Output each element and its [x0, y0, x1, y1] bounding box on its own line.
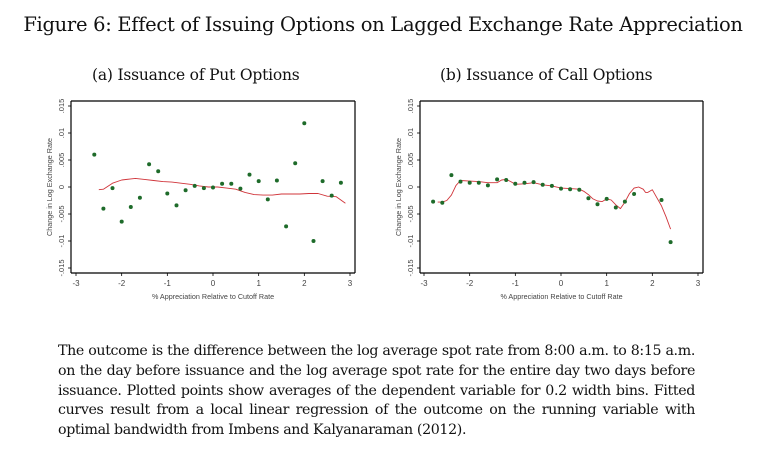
data-point	[247, 172, 252, 177]
data-point	[183, 188, 188, 193]
subplot-a-title: (a) Issuance of Put Options	[92, 66, 300, 84]
chart-put-options: -3 -2 -1 0 1 2 3 -.015 -.01 -.005 0 .005 .01 .015 % Ap…	[45, 99, 356, 301]
y-tick-label: .005	[406, 153, 415, 168]
data-point	[119, 219, 124, 224]
data-point	[265, 197, 270, 202]
data-point	[338, 180, 343, 185]
y-tick-label: 0	[57, 185, 66, 189]
figure-caption: The outcome is the difference between th…	[58, 343, 695, 439]
data-point	[540, 182, 545, 187]
y-tick-label: -.015	[57, 259, 66, 276]
data-point	[329, 193, 334, 198]
x-tick-label: 0	[559, 279, 564, 288]
data-point	[604, 196, 609, 201]
x-tick-label: -3	[72, 279, 80, 288]
data-point	[659, 198, 664, 202]
data-point	[440, 200, 445, 205]
data-point	[238, 186, 243, 191]
data-point	[531, 180, 536, 185]
data-point	[467, 180, 472, 185]
data-point	[156, 169, 161, 174]
data-point	[174, 203, 179, 208]
y-tick-label: -.015	[406, 259, 415, 276]
y-tick-label: 0	[406, 185, 415, 189]
x-tick-label: -1	[164, 279, 172, 288]
x-tick-label: 2	[650, 279, 655, 288]
x-tick-label: 1	[604, 279, 609, 288]
x-tick-label: 3	[696, 279, 701, 288]
subplot-b-title: (b) Issuance of Call Options	[440, 66, 653, 84]
data-point	[220, 181, 225, 186]
data-point	[302, 121, 307, 126]
fitted-curve	[437, 178, 672, 230]
data-point	[485, 183, 490, 188]
y-axis-title: Change in Log Exchange Rate	[394, 138, 403, 236]
x-axis-title: % Appreciation Relative to Cutoff Rate	[500, 292, 622, 301]
data-point	[577, 187, 582, 192]
data-point	[586, 196, 591, 201]
data-point	[522, 180, 527, 185]
x-axis-title: % Appreciation Relative to Cutoff Rate	[152, 292, 274, 301]
data-point	[632, 192, 637, 196]
data-point	[229, 181, 234, 186]
x-tick-label: -3	[420, 279, 428, 288]
data-point	[101, 206, 106, 211]
y-tick-label: -.005	[406, 205, 415, 222]
y-tick-label: -.01	[57, 235, 66, 248]
data-point	[128, 205, 133, 209]
x-tick-label: 3	[348, 279, 353, 288]
data-point	[165, 191, 170, 196]
y-axis-title: Change in Log Exchange Rate	[45, 138, 54, 236]
figure-title: Figure 6: Effect of Issuing Options on L…	[23, 13, 743, 36]
x-tick-label: 0	[211, 279, 216, 288]
data-point	[549, 183, 554, 188]
data-point	[311, 239, 316, 243]
data-point	[320, 179, 325, 184]
data-point	[559, 186, 563, 191]
data-point	[256, 179, 261, 184]
data-point	[284, 224, 289, 229]
data-point	[431, 199, 436, 204]
data-point	[274, 178, 279, 183]
chart-call-options: -3 -2 -1 0 1 2 3 -.015 -.01 -.005 0 .005 .01 .015 % Ap…	[394, 99, 704, 301]
data-point	[147, 162, 152, 167]
y-tick-label: .005	[57, 153, 66, 168]
data-point	[110, 186, 115, 191]
data-point	[476, 180, 481, 185]
data-point	[192, 183, 197, 188]
y-tick-label: .015	[57, 99, 66, 114]
fitted-curve	[98, 177, 346, 204]
data-point	[211, 185, 215, 190]
data-point	[613, 205, 618, 210]
data-point	[458, 179, 463, 184]
data-point	[504, 178, 509, 182]
data-point	[293, 161, 298, 166]
y-tick-label: .01	[406, 128, 415, 138]
x-tick-label: 2	[302, 279, 307, 288]
data-point	[568, 187, 573, 192]
data-point	[622, 199, 627, 204]
x-tick-label: 1	[256, 279, 261, 288]
data-point	[137, 195, 142, 200]
x-tick-label: -1	[512, 279, 520, 288]
data-point	[595, 202, 600, 207]
data-point	[449, 173, 454, 178]
data-point	[495, 177, 500, 182]
y-tick-label: .01	[57, 128, 66, 138]
x-tick-label: -2	[118, 279, 126, 288]
data-point	[201, 186, 206, 191]
y-tick-label: -.01	[406, 235, 415, 248]
y-tick-label: .015	[406, 99, 415, 114]
data-point	[668, 240, 673, 245]
data-point	[513, 181, 518, 186]
x-tick-label: -2	[466, 279, 474, 288]
y-tick-label: -.005	[57, 205, 66, 222]
data-point	[92, 152, 97, 157]
